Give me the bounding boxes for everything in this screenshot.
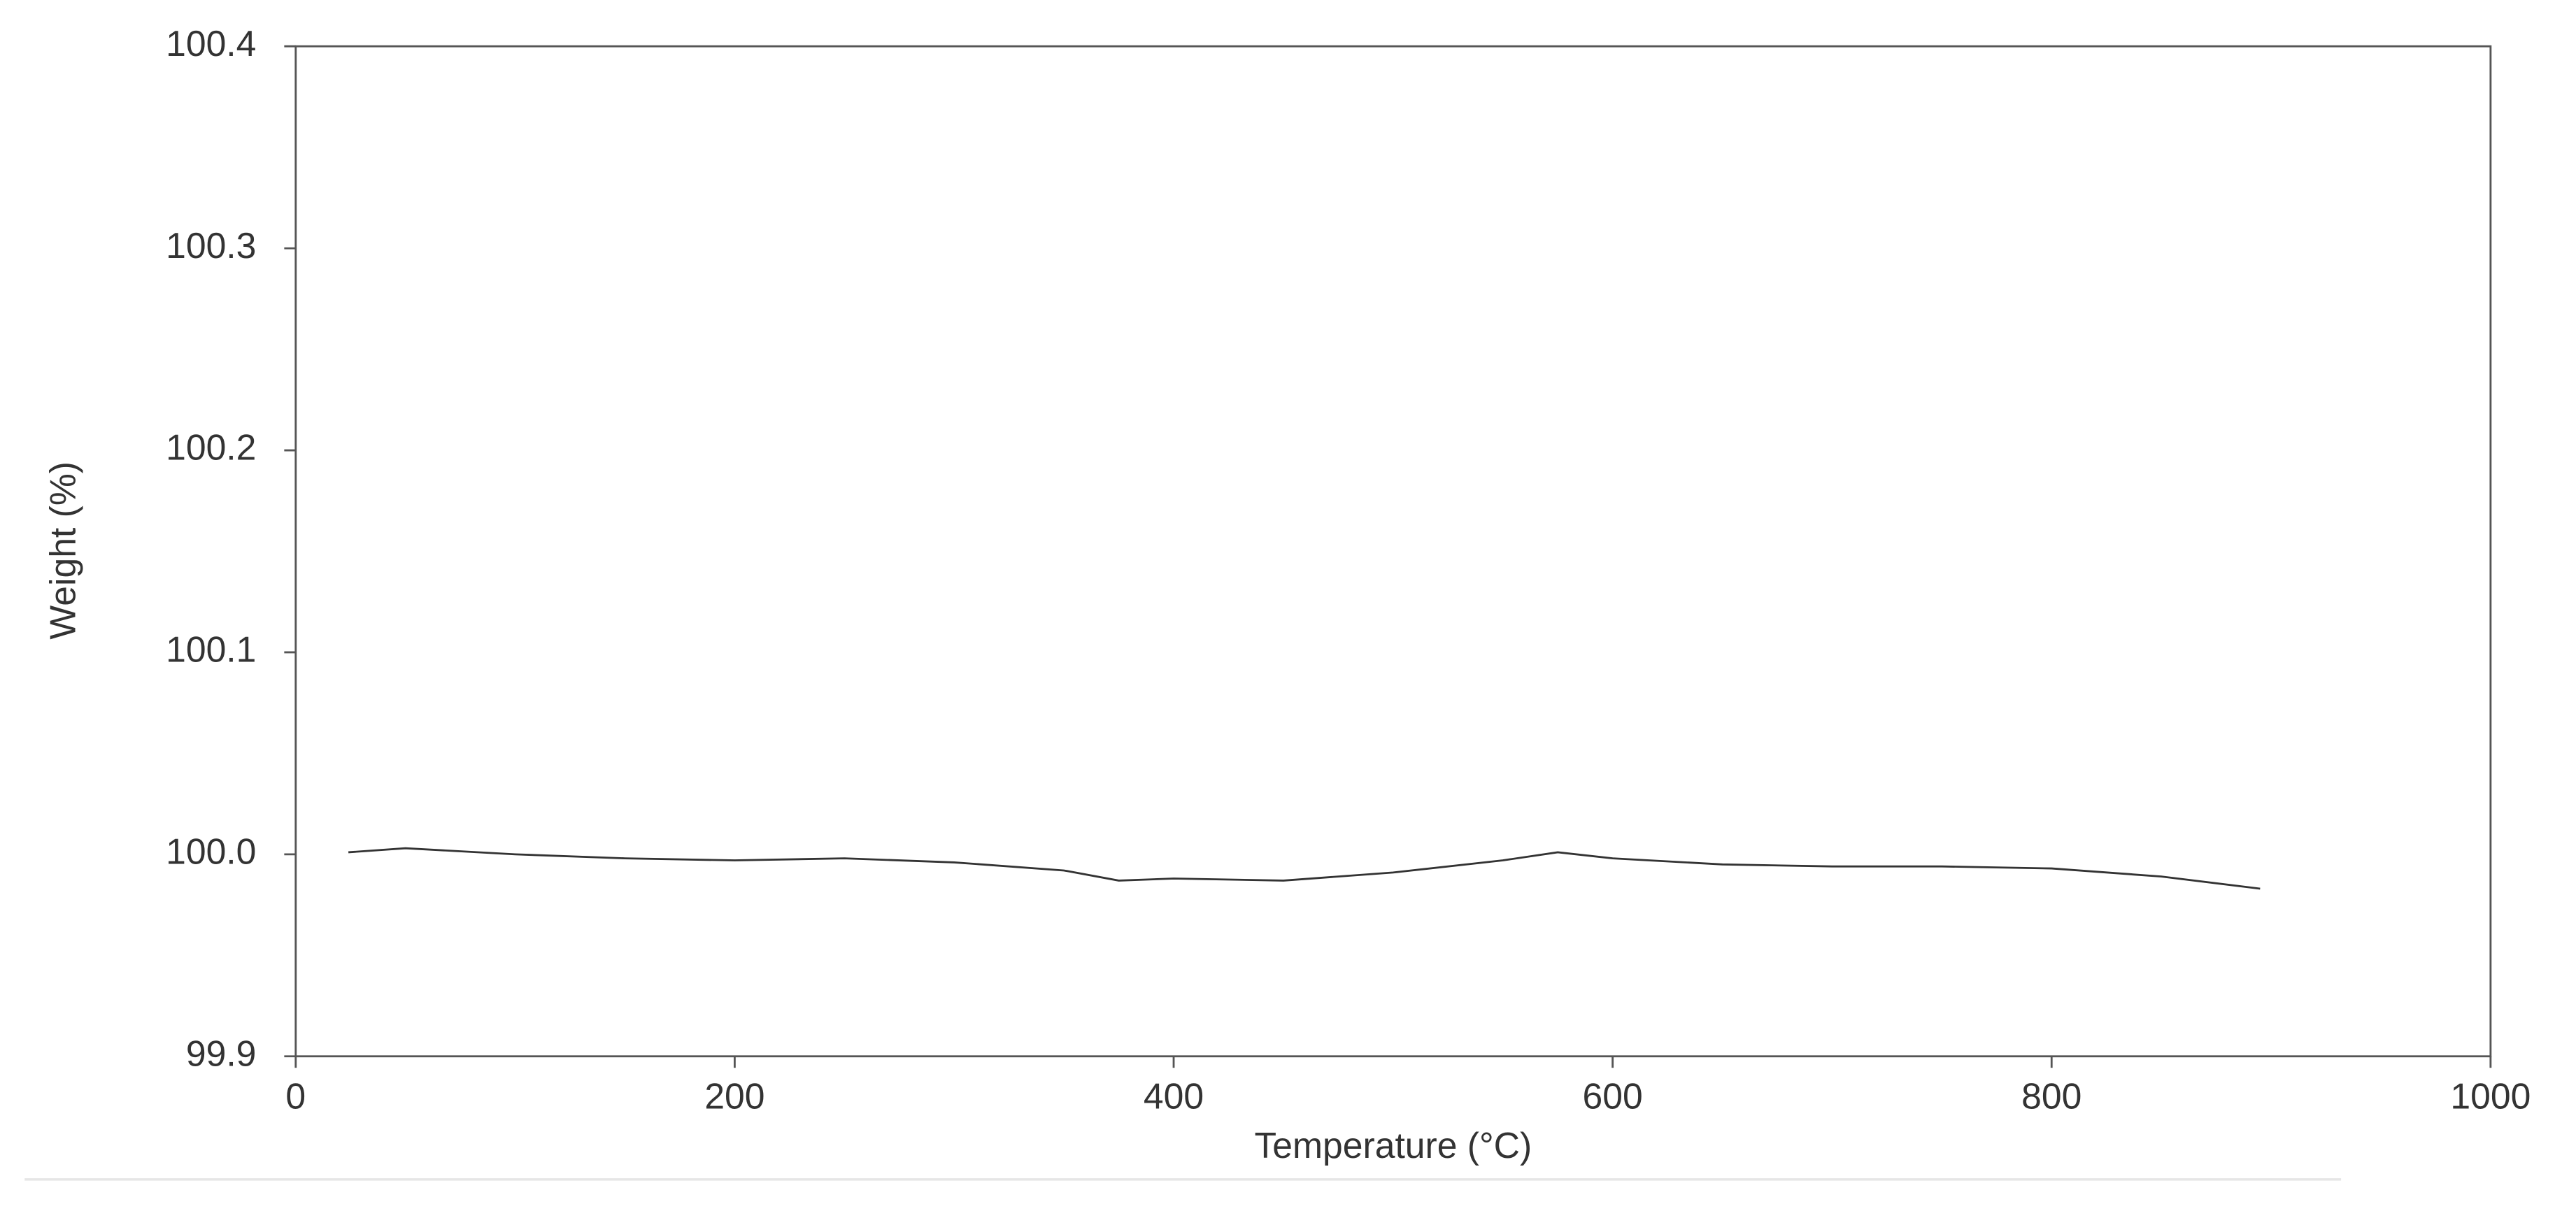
y-tick-label: 100.2 <box>166 427 256 468</box>
x-tick-label: 800 <box>2021 1075 2082 1116</box>
x-tick-label: 400 <box>1144 1075 1204 1116</box>
y-tick-label: 99.9 <box>186 1033 257 1073</box>
x-tick-label: 200 <box>704 1075 764 1116</box>
plot-frame <box>294 45 2492 1058</box>
x-axis-label: Temperature (°C) <box>1254 1125 1532 1166</box>
y-tick-label: 100.1 <box>166 629 256 670</box>
data-line <box>348 847 2261 890</box>
y-tick-label: 100.0 <box>166 831 256 872</box>
y-tick-label: 100.3 <box>166 225 256 266</box>
x-tick-label: 0 <box>285 1075 306 1116</box>
x-tick-label: 600 <box>1583 1075 1643 1116</box>
y-tick-label: 100.4 <box>166 23 256 64</box>
x-tick-label: 1000 <box>2450 1075 2531 1116</box>
y-axis-label: Weight (%) <box>43 461 83 640</box>
